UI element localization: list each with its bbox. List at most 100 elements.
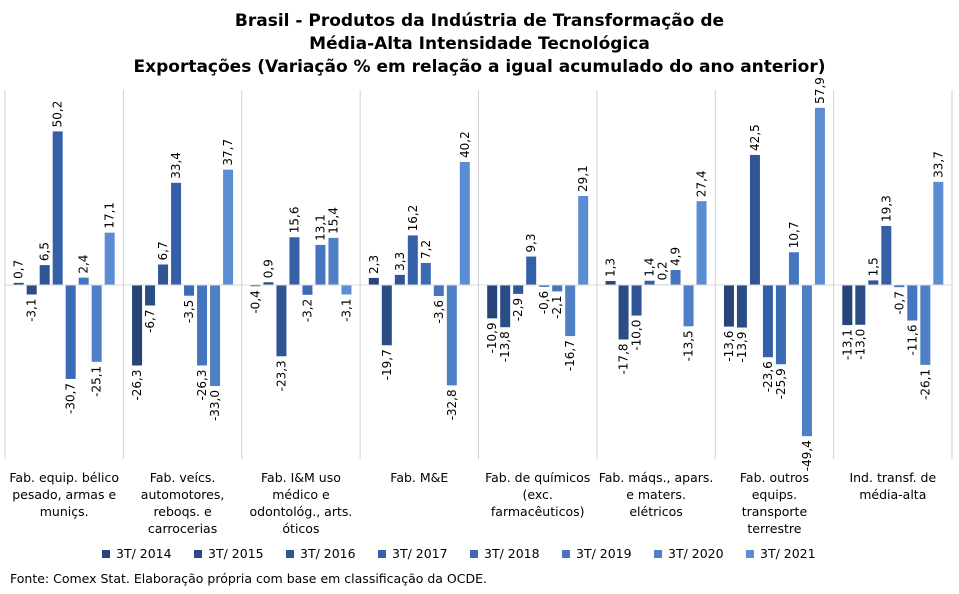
legend-item: 3T/ 2018	[484, 546, 540, 561]
value-label: 50,2	[51, 101, 65, 128]
value-label: -3,1	[339, 298, 353, 321]
value-label: -30,7	[64, 383, 78, 414]
value-label: 1,3	[604, 258, 618, 277]
category-label: Fab. máqs., apars.	[599, 470, 714, 485]
bar	[145, 285, 156, 306]
value-label: 29,1	[576, 165, 590, 192]
value-label: -11,6	[905, 324, 919, 355]
bar	[881, 225, 892, 285]
bar	[631, 285, 642, 316]
value-label: -13,6	[722, 331, 736, 362]
value-label: -3,2	[300, 299, 314, 322]
bar	[814, 107, 825, 286]
category-label: terrestre	[747, 521, 801, 536]
bar	[855, 285, 866, 325]
legend-swatch	[378, 550, 386, 558]
bar	[341, 285, 352, 295]
value-label: -2,9	[511, 298, 525, 321]
bar	[683, 285, 694, 327]
bar	[933, 181, 944, 285]
bar	[289, 237, 300, 285]
bar	[459, 161, 470, 285]
bar	[158, 264, 169, 285]
category-label: elétricos	[629, 504, 682, 519]
value-label: 4,9	[669, 247, 683, 266]
category-label: Fab. M&E	[390, 470, 448, 485]
value-label: 40,2	[458, 131, 472, 158]
value-label: -0,6	[537, 291, 551, 314]
value-label: 7,2	[419, 240, 433, 259]
value-label: 2,3	[367, 255, 381, 274]
bar	[552, 285, 563, 292]
category-label: carrocerias	[148, 521, 217, 536]
value-label: 15,6	[287, 207, 301, 234]
bar	[407, 235, 418, 285]
bar	[565, 285, 576, 337]
value-label: 17,1	[103, 202, 117, 229]
value-label: -13,0	[853, 329, 867, 360]
chart-title-line-3: Exportações (Variação % em relação a igu…	[133, 57, 826, 77]
value-label: 3,3	[393, 252, 407, 271]
bar	[91, 285, 102, 362]
value-label: -25,9	[774, 368, 788, 399]
value-label: -23,3	[274, 360, 288, 391]
bar	[578, 195, 589, 285]
value-label: -0,7	[892, 291, 906, 314]
value-label: 15,4	[326, 207, 340, 234]
category-label: equips.	[752, 487, 797, 502]
category-label: (exc.	[523, 487, 553, 502]
bar	[500, 285, 511, 328]
bar	[13, 282, 24, 285]
bar	[670, 270, 681, 285]
bar	[894, 285, 905, 288]
legend-item: 3T/ 2017	[392, 546, 448, 561]
value-label: -3,5	[182, 300, 196, 323]
bar	[184, 285, 195, 296]
bar	[644, 280, 655, 285]
bar	[446, 285, 457, 386]
bar	[315, 244, 326, 285]
value-label: -26,1	[918, 369, 932, 400]
value-label: 9,3	[524, 233, 538, 252]
value-label: 13,1	[313, 214, 327, 241]
category-label: Fab. equip. bélico	[9, 470, 119, 485]
bar	[736, 285, 747, 328]
chart-title-line-2: Média-Alta Intensidade Tecnológica	[309, 34, 650, 54]
bar	[487, 285, 498, 319]
value-label: -13,5	[682, 330, 696, 361]
value-label: -17,8	[617, 343, 631, 374]
value-label: -33,0	[208, 390, 222, 421]
legend-item: 3T/ 2015	[208, 546, 264, 561]
value-label: -10,9	[485, 322, 499, 353]
bar	[132, 285, 143, 366]
bar	[526, 256, 537, 285]
legend-item: 3T/ 2021	[760, 546, 816, 561]
category-label: reboqs. e	[153, 504, 212, 519]
value-label: -2,1	[550, 295, 564, 318]
category-label: Fab. outros	[740, 470, 809, 485]
legend-item: 3T/ 2020	[668, 546, 724, 561]
bar	[78, 277, 89, 285]
bar	[433, 285, 444, 297]
bar	[618, 285, 629, 340]
bar	[65, 285, 76, 379]
bar	[788, 252, 799, 285]
value-label: 33,4	[169, 152, 183, 179]
legend-swatch	[470, 550, 478, 558]
value-label: -13,8	[498, 331, 512, 362]
bar	[868, 280, 879, 285]
bar	[263, 282, 274, 285]
value-label: 27,4	[695, 170, 709, 197]
bar	[381, 285, 392, 346]
chart-title: Brasil - Produtos da Indústria de Transf…	[0, 10, 959, 79]
value-label: 0,9	[261, 259, 275, 278]
bar	[539, 285, 550, 287]
legend-swatch	[654, 550, 662, 558]
value-label: -26,3	[195, 369, 209, 400]
bar	[276, 285, 287, 357]
bar	[52, 131, 63, 285]
bar	[801, 285, 812, 437]
bar	[907, 285, 918, 321]
bar	[723, 285, 734, 327]
category-label: muniçs.	[40, 504, 89, 519]
